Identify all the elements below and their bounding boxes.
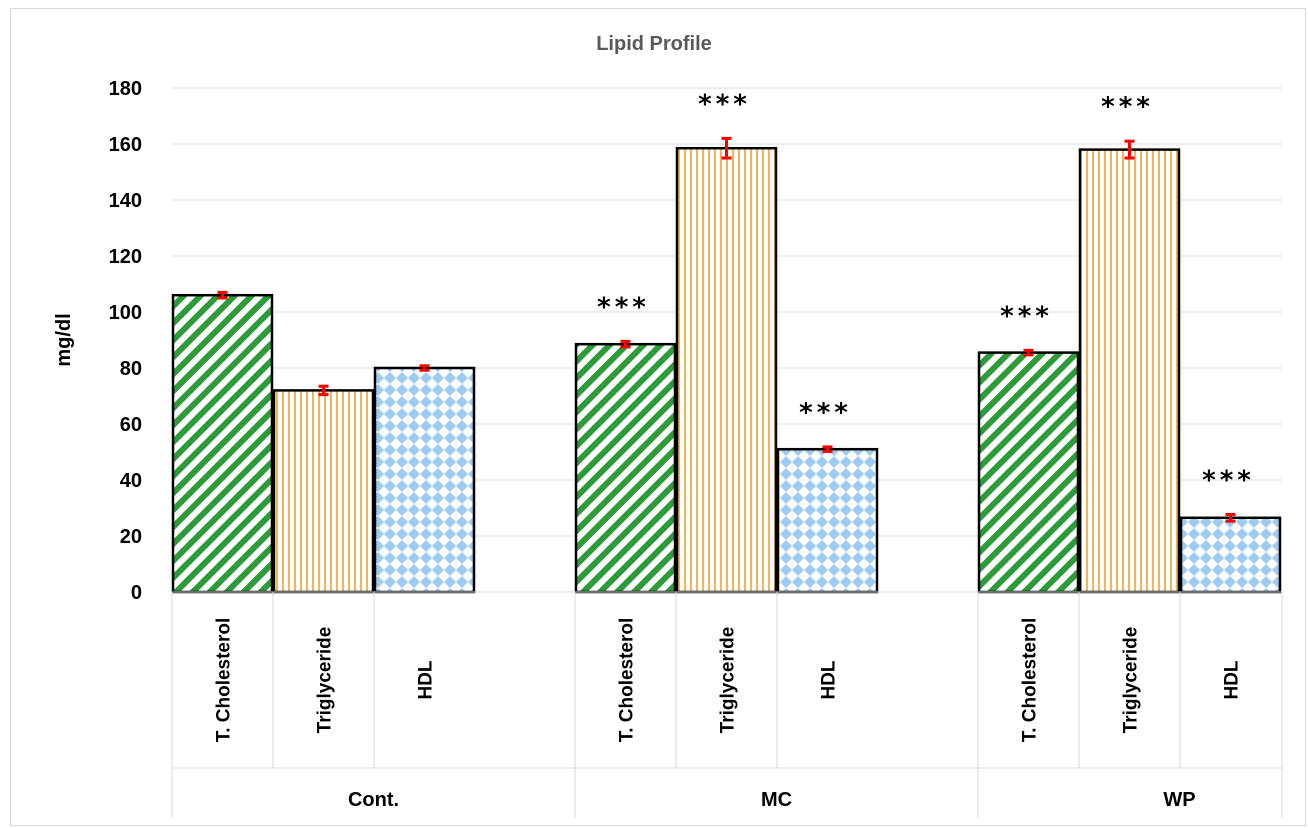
y-tick-label: 160 [109, 134, 142, 156]
y-axis-label: mg/dl [53, 313, 75, 366]
bar-mc-triglyceride [675, 146, 778, 594]
bar-wp-hdl [1179, 516, 1282, 594]
significance-marker: *** [799, 398, 852, 428]
y-tick-label: 120 [109, 246, 142, 268]
y-axis-ticks: 0 20 40 60 80 100 120 140 160 180 [109, 78, 142, 604]
significance-marker: *** [1000, 301, 1053, 331]
significance-marker: *** [1101, 92, 1154, 122]
x-group-label: WP [1163, 789, 1195, 811]
y-tick-label: 60 [120, 414, 142, 436]
x-category-label: HDL [416, 660, 437, 699]
bar-cont-tcholesterol [171, 293, 274, 594]
significance-marker: *** [1202, 465, 1255, 495]
y-tick-label: 180 [109, 78, 142, 100]
x-category-label: HDL [1222, 660, 1243, 699]
x-category-label: T. Cholesterol [1020, 618, 1041, 743]
bar-cont-hdl [373, 366, 476, 594]
y-tick-label: 80 [120, 358, 142, 380]
x-category-label: Triglyceride [1121, 627, 1142, 734]
bar-cont-triglyceride [272, 389, 375, 594]
x-category-label: T. Cholesterol [214, 618, 235, 743]
x-category-label: Triglyceride [315, 627, 336, 734]
y-tick-label: 0 [131, 582, 142, 604]
bars: *** *** *** *** *** *** [171, 89, 1282, 594]
y-tick-label: 40 [120, 470, 142, 492]
chart-title: Lipid Profile [596, 33, 712, 55]
bar-mc-hdl [776, 447, 879, 594]
x-category-label: HDL [819, 660, 840, 699]
significance-marker: *** [597, 292, 650, 322]
x-group-label: Cont. [348, 789, 399, 811]
bar-mc-tcholesterol [574, 342, 677, 594]
y-tick-label: 140 [109, 190, 142, 212]
x-category-label: T. Cholesterol [617, 618, 638, 743]
significance-marker: *** [698, 89, 751, 119]
x-group-label: MC [761, 789, 792, 811]
bar-wp-triglyceride [1078, 148, 1181, 594]
x-category-label: Triglyceride [718, 627, 739, 734]
y-tick-label: 100 [109, 302, 142, 324]
y-tick-label: 20 [120, 526, 142, 548]
bar-wp-tcholesterol [977, 351, 1080, 594]
x-axis: T. Cholesterol Triglyceride HDL Cont. T. Cho… [171, 591, 1283, 818]
